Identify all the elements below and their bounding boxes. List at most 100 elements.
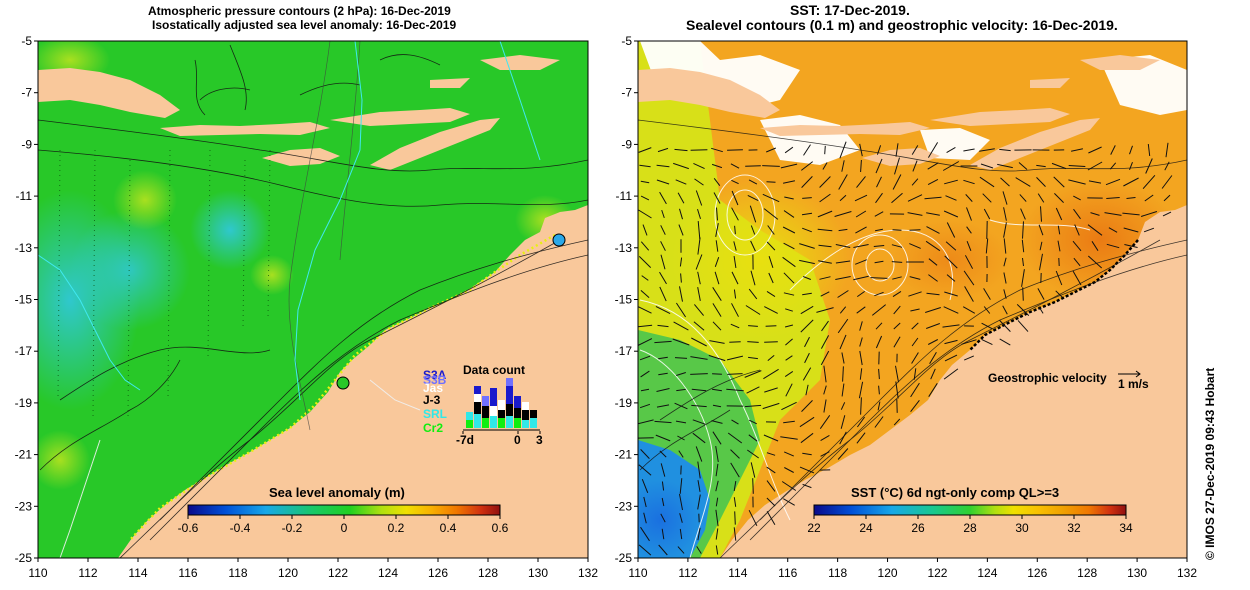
velocity-vector bbox=[640, 290, 650, 298]
velocity-vector bbox=[638, 256, 652, 268]
velocity-vector bbox=[819, 176, 831, 188]
left-colorbar-tick-label: -0.6 bbox=[178, 521, 199, 535]
right-title-line1: SST: 17-Dec-2019. bbox=[790, 2, 910, 18]
velocity-vector bbox=[639, 403, 651, 409]
velocity-vector bbox=[820, 291, 830, 297]
velocity-vector bbox=[800, 319, 814, 333]
velocity-vector bbox=[875, 158, 883, 174]
velocity-vector bbox=[835, 260, 851, 264]
left-anomaly-cyan-mid bbox=[70, 210, 190, 330]
velocity-vector bbox=[764, 387, 778, 393]
velocity-vector bbox=[799, 466, 815, 474]
velocity-vector bbox=[803, 144, 811, 156]
velocity-vector bbox=[660, 513, 666, 523]
right-y-tick-label: -21 bbox=[615, 448, 633, 462]
velocity-vector bbox=[927, 178, 939, 186]
velocity-vector bbox=[1000, 177, 1010, 187]
velocity-vector bbox=[658, 372, 668, 376]
velocity-vector bbox=[766, 241, 776, 251]
left-x-axis-ticks: 110 112 114 116 118 120 122 124 126 128 130 132 bbox=[28, 558, 598, 580]
velocity-vector bbox=[1073, 257, 1081, 267]
velocity-vector bbox=[745, 305, 761, 315]
velocity-vector bbox=[764, 341, 778, 343]
velocity-vector bbox=[748, 509, 758, 527]
velocity-vector bbox=[835, 276, 851, 280]
velocity-vector bbox=[1051, 162, 1067, 170]
velocity-vector bbox=[659, 191, 667, 205]
velocity-vector bbox=[980, 163, 994, 169]
data-count-tick-neg7d: -7d bbox=[456, 433, 474, 447]
velocity-vector bbox=[748, 179, 758, 185]
velocity-vector bbox=[874, 211, 884, 217]
velocity-vector bbox=[913, 368, 917, 380]
velocity-vector bbox=[871, 304, 887, 316]
velocity-vector bbox=[892, 174, 902, 190]
velocity-vector bbox=[802, 452, 812, 456]
velocity-vector bbox=[638, 306, 652, 314]
velocity-vector bbox=[855, 210, 867, 218]
right-y-tick-label: -25 bbox=[615, 551, 633, 565]
velocity-vector bbox=[715, 509, 719, 527]
velocity-vector bbox=[1087, 224, 1103, 236]
velocity-vector bbox=[999, 338, 1011, 346]
left-title-line1: Atmospheric pressure contours (2 hPa): 1… bbox=[148, 4, 451, 18]
velocity-vector bbox=[909, 243, 921, 249]
velocity-vector bbox=[837, 448, 849, 460]
velocity-vector bbox=[875, 192, 883, 204]
velocity-vector bbox=[860, 159, 862, 173]
velocity-vector bbox=[911, 337, 919, 347]
velocity-vector bbox=[714, 271, 720, 285]
velocity-vector bbox=[763, 368, 779, 380]
velocity-vector bbox=[655, 305, 671, 315]
velocity-vector bbox=[781, 481, 797, 491]
velocity-vector bbox=[708, 354, 726, 362]
velocity-vector bbox=[640, 526, 650, 542]
velocity-vector bbox=[638, 419, 654, 425]
velocity-vector bbox=[640, 370, 650, 378]
velocity-vector bbox=[859, 337, 863, 347]
velocity-vector bbox=[891, 261, 903, 263]
left-land-small-islands bbox=[430, 55, 560, 88]
velocity-vector bbox=[697, 287, 701, 301]
velocity-vector bbox=[784, 324, 794, 328]
left-colorbar-ticks: -0.6 -0.4 -0.2 0 0.2 0.4 0.6 bbox=[178, 515, 509, 535]
velocity-vector bbox=[748, 325, 758, 327]
velocity-vector bbox=[638, 544, 652, 556]
velocity-vector bbox=[1002, 305, 1008, 315]
velocity-vector bbox=[1129, 145, 1133, 155]
velocity-vector bbox=[1074, 224, 1080, 236]
left-y-tick-label: -23 bbox=[15, 499, 33, 513]
velocity-vector bbox=[783, 420, 795, 424]
velocity-vector bbox=[981, 322, 993, 330]
velocity-vector bbox=[697, 208, 701, 220]
velocity-vector bbox=[641, 479, 649, 493]
velocity-vector bbox=[715, 545, 719, 555]
velocity-vector bbox=[692, 432, 706, 444]
right-x-tick-label: 132 bbox=[1177, 566, 1197, 580]
velocity-vector bbox=[657, 324, 669, 328]
velocity-vector bbox=[752, 478, 754, 494]
velocity-vector bbox=[816, 307, 834, 313]
velocity-vector bbox=[691, 337, 707, 347]
velocity-vector bbox=[748, 356, 758, 360]
velocity-vector bbox=[748, 288, 758, 300]
velocity-vector bbox=[1126, 197, 1136, 199]
velocity-vector bbox=[875, 322, 883, 330]
left-colorbar-tick-label: -0.2 bbox=[282, 521, 303, 535]
velocity-vector bbox=[1140, 211, 1158, 217]
velocity-vector bbox=[985, 238, 989, 254]
velocity-vector bbox=[1104, 212, 1122, 216]
velocity-vector bbox=[909, 276, 921, 280]
velocity-vector bbox=[840, 415, 846, 429]
right-colorbar-tick-label: 22 bbox=[807, 521, 821, 535]
velocity-vector bbox=[895, 143, 899, 157]
velocity-vector bbox=[979, 176, 995, 188]
velocity-vector bbox=[679, 257, 683, 267]
left-anomaly-lime-2 bbox=[250, 255, 294, 295]
velocity-vector bbox=[859, 143, 863, 157]
velocity-vector bbox=[834, 211, 852, 217]
velocity-vector bbox=[907, 194, 923, 202]
velocity-vector bbox=[1068, 165, 1086, 167]
velocity-vector bbox=[679, 478, 683, 494]
velocity-vector bbox=[785, 338, 793, 346]
